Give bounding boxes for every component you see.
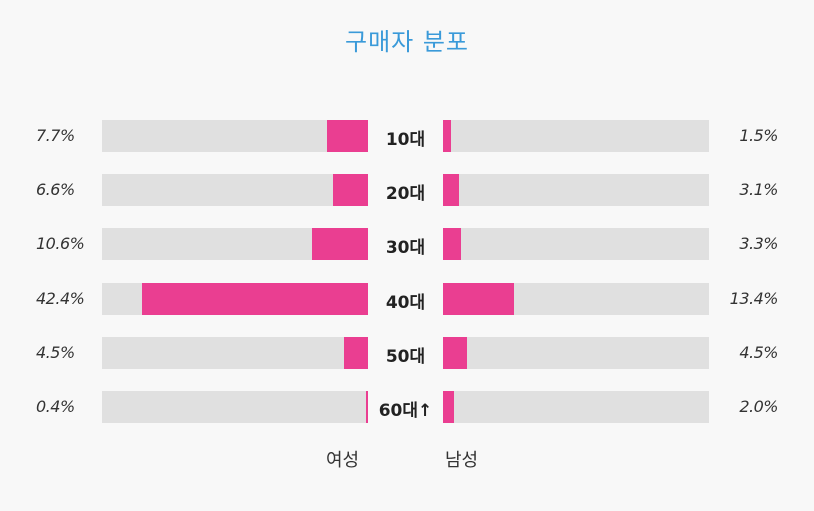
male-data-label: 3.3%: [739, 234, 778, 254]
age-group-label: 20대: [385, 184, 426, 205]
male-bar: [443, 174, 460, 207]
female-bar-track: [102, 336, 368, 369]
male-bar-track: [443, 120, 709, 152]
female-bar-track: [102, 174, 368, 207]
male-data-label: 13.4%: [729, 288, 779, 308]
male-data-label: 3.1%: [739, 180, 778, 200]
age-group-label: 60대↑: [378, 401, 433, 421]
female-bar-track: [102, 120, 368, 152]
female-bar: [311, 228, 368, 261]
male-bar: [443, 282, 515, 315]
male-bar-track: [443, 174, 709, 207]
female-data-label: 0.4%: [36, 397, 75, 416]
female-data-label: 7.7%: [36, 126, 75, 145]
male-bar-track: [443, 282, 709, 315]
chart-row: 4.5% 50대 4.5%: [0, 336, 814, 369]
female-data-label: 6.6%: [36, 180, 75, 200]
male-bar-track: [443, 228, 709, 261]
age-group-label: 40대: [385, 292, 426, 313]
age-group-label: 50대: [385, 346, 426, 367]
female-bar-track: [102, 282, 368, 315]
female-data-label: 10.6%: [36, 234, 85, 254]
female-bar: [365, 391, 368, 423]
male-bar: [443, 336, 467, 369]
female-bar: [327, 120, 368, 152]
female-axis-label: 여성: [326, 450, 360, 471]
female-bar-track: [102, 391, 368, 423]
chart-row: 10.6% 30대 3.3%: [0, 228, 814, 261]
age-group-label: 30대: [385, 238, 426, 259]
male-bar-track: [443, 391, 709, 423]
chart-row: 6.6% 20대 3.1%: [0, 174, 814, 207]
chart-row: 0.4% 60대↑ 2.0%: [0, 391, 814, 423]
male-axis-label: 남성: [445, 450, 479, 471]
age-group-label: 10대: [385, 130, 426, 150]
chart-row: 7.7% 10대 1.5%: [0, 120, 814, 152]
female-bar: [332, 174, 368, 207]
female-bar: [344, 336, 368, 369]
female-data-label: 4.5%: [36, 342, 75, 362]
male-bar: [443, 120, 451, 152]
male-data-label: 1.5%: [739, 126, 778, 145]
chart-row: 42.4% 40대 13.4%: [0, 282, 814, 315]
male-bar: [443, 391, 454, 423]
male-data-label: 4.5%: [739, 342, 778, 362]
male-bar: [443, 228, 461, 261]
chart-title: 구매자 분포: [344, 28, 470, 56]
male-bar-track: [443, 336, 709, 369]
male-data-label: 2.0%: [739, 397, 778, 416]
female-bar-track: [102, 228, 368, 261]
female-bar: [142, 282, 368, 315]
female-data-label: 42.4%: [36, 288, 85, 308]
